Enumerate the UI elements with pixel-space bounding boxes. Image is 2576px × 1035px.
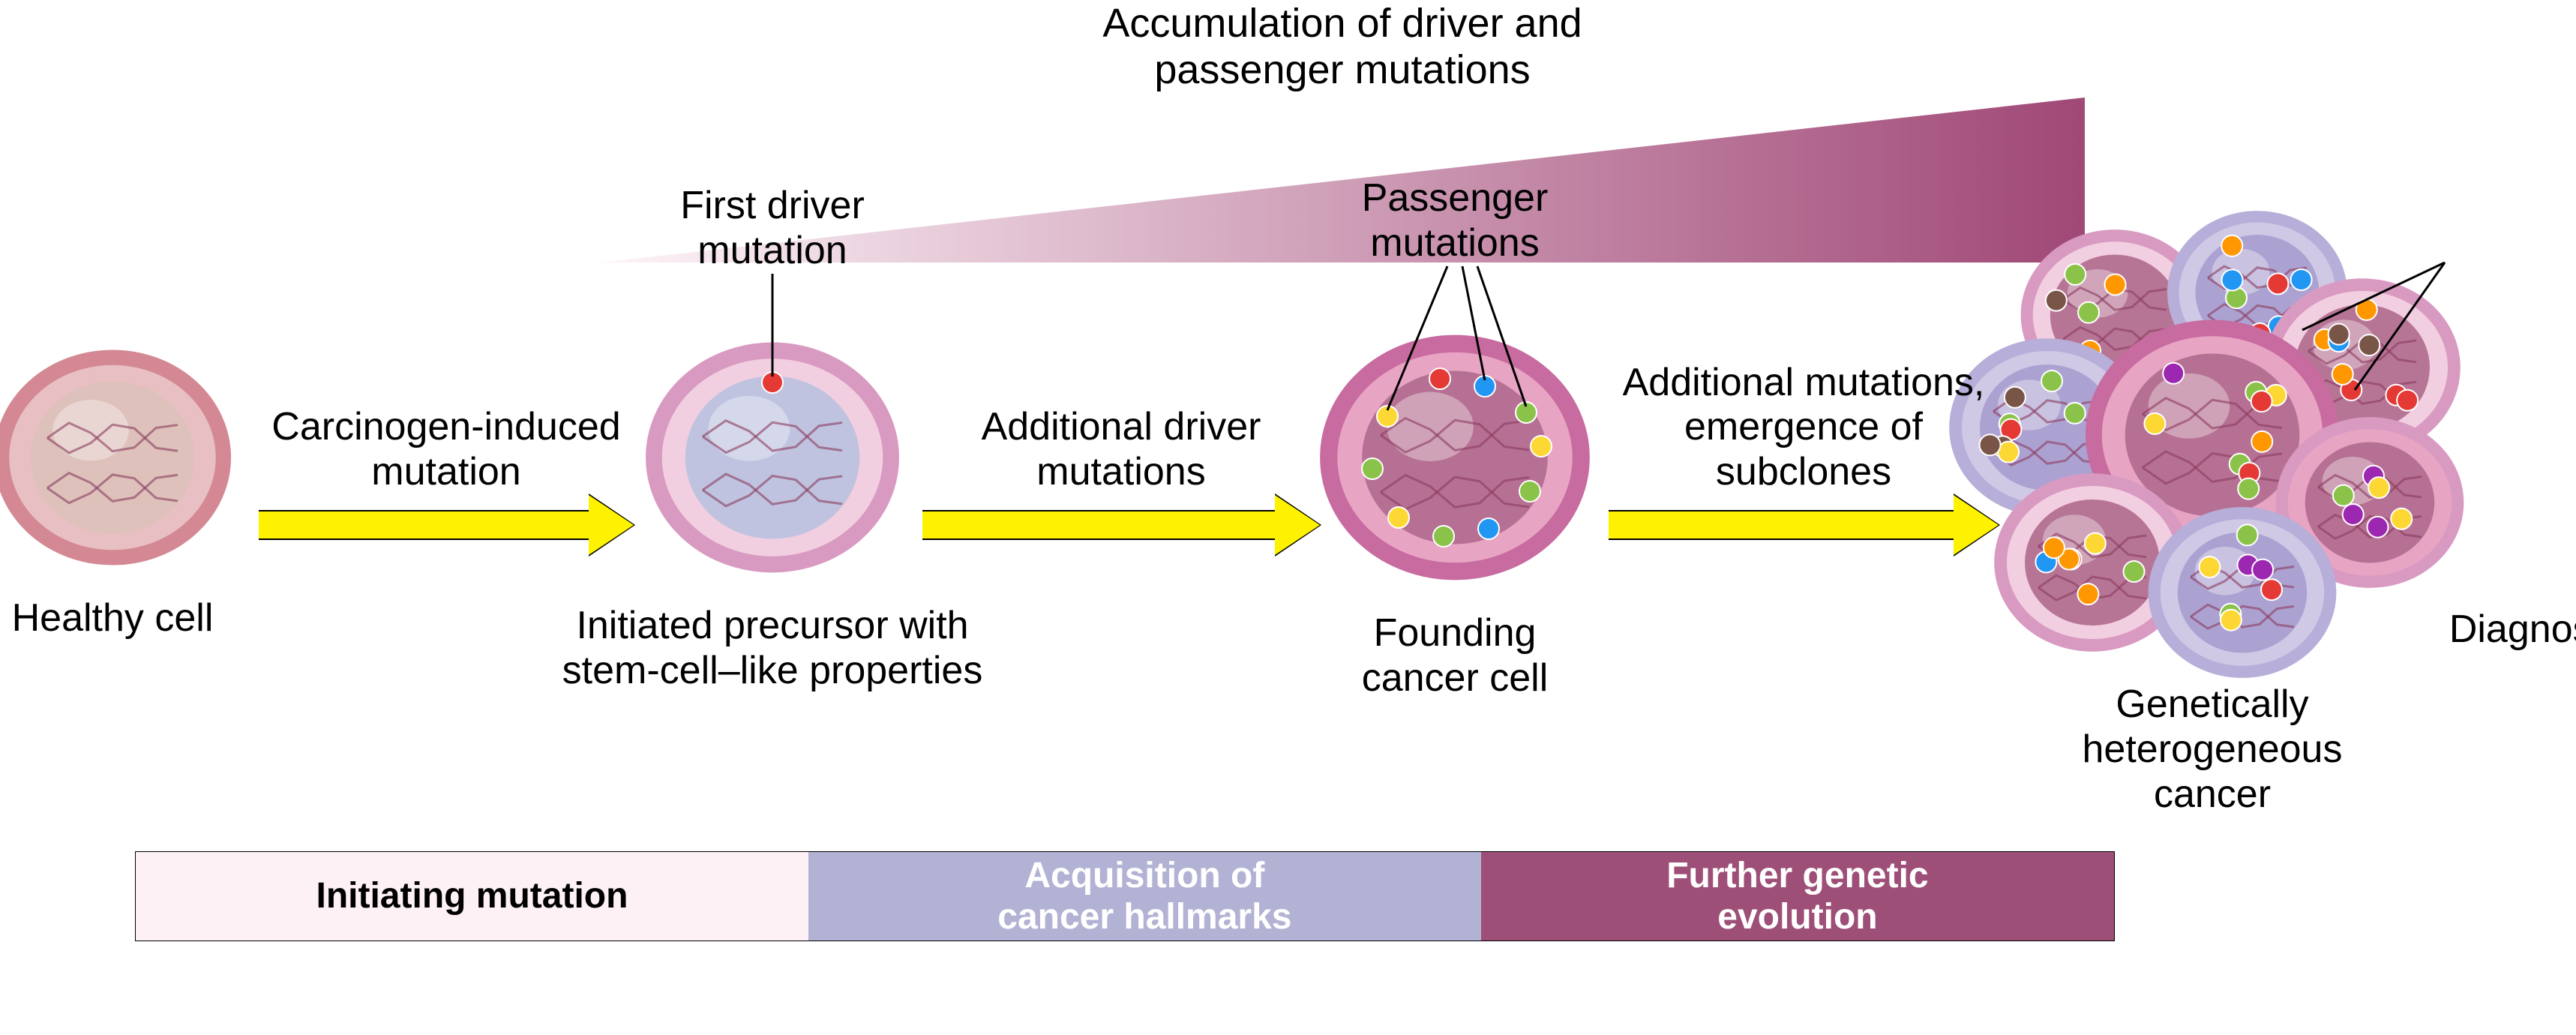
phase-segment: Initiating mutation <box>136 852 808 940</box>
phase-bar: Initiating mutationAcquisition ofcancer … <box>135 851 2115 941</box>
stage-label: Foundingcancer cell <box>1192 611 1717 701</box>
stage-label: Geneticallyheterogeneouscancer <box>1950 682 2475 817</box>
phase-segment: Acquisition ofcancer hallmarks <box>808 852 1481 940</box>
diagnosis-label: Diagnosis <box>2422 608 2576 652</box>
phase-segment: Further geneticevolution <box>1481 852 2114 940</box>
stage-label: Healthy cell <box>0 596 375 641</box>
arrow-label: Additional drivermutations <box>877 405 1365 495</box>
arrow-label: Additional mutations,emergence ofsubclon… <box>1564 361 2044 495</box>
arrow-label: Carcinogen-inducedmutation <box>214 405 679 495</box>
cell-annotation: Passengermutations <box>1267 176 1642 266</box>
cell-annotation: First drivermutation <box>585 184 960 274</box>
stage-label: Initiated precursor withstem-cell–like p… <box>510 604 1035 694</box>
